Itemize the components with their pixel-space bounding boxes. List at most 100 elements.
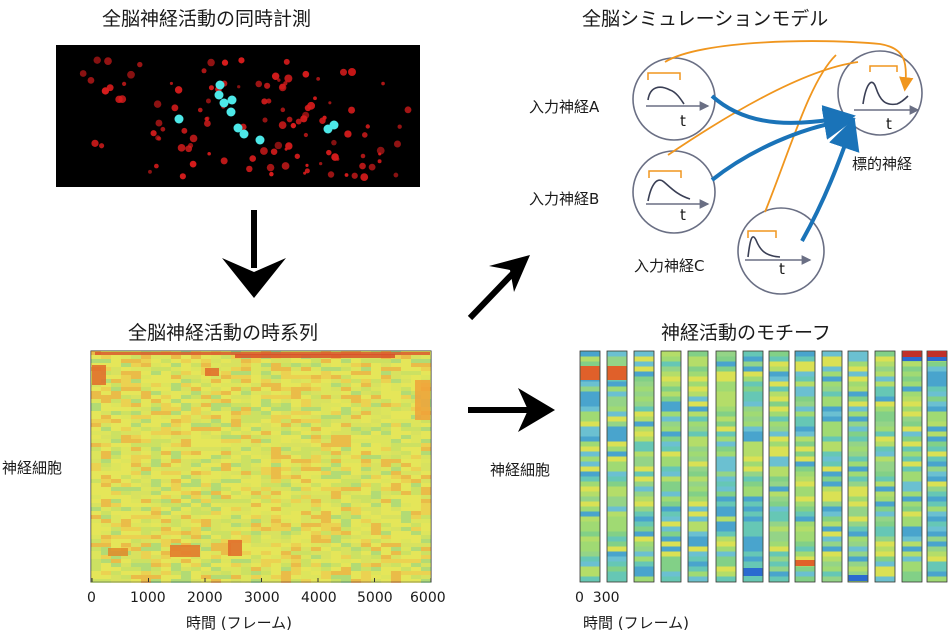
- heat-cell: [181, 463, 191, 467]
- heat-cell: [381, 539, 391, 543]
- motif-cell: [769, 441, 789, 447]
- heat-cell: [261, 527, 271, 531]
- motif-cell: [795, 461, 815, 467]
- motif-cell: [902, 431, 922, 437]
- motif-cell: [580, 536, 600, 542]
- heat-cell: [131, 487, 141, 491]
- heat-cell: [421, 375, 431, 379]
- heat-cell: [261, 539, 271, 543]
- heat-cell: [131, 423, 141, 427]
- heat-cell: [301, 511, 311, 515]
- heat-cell: [341, 511, 351, 515]
- neuron-dot: [290, 122, 297, 129]
- heat-cell: [131, 471, 141, 475]
- heat-cell: [371, 443, 381, 447]
- heat-cell: [361, 575, 371, 579]
- heat-cell: [161, 543, 171, 547]
- heat-cell: [271, 403, 281, 407]
- heat-cell: [91, 483, 101, 487]
- motif-cell: [661, 531, 681, 537]
- neuron-dot: [362, 132, 368, 138]
- heat-cell: [111, 491, 121, 495]
- heat-cell: [421, 431, 431, 435]
- motif-cell: [661, 506, 681, 512]
- motif-cell: [927, 441, 947, 447]
- heat-cell: [341, 387, 351, 391]
- motif-cell: [634, 576, 654, 582]
- heat-cell: [341, 491, 351, 495]
- heat-cell: [341, 447, 351, 451]
- heat-cell: [301, 555, 311, 559]
- heat-cell: [231, 423, 241, 427]
- motif-cell: [661, 566, 681, 572]
- heat-cell: [211, 407, 221, 411]
- heat-cell: [261, 391, 271, 395]
- motif-cell: [822, 556, 842, 562]
- heat-cell: [101, 551, 111, 555]
- heat-cell: [271, 427, 281, 431]
- heat-cell: [261, 499, 271, 503]
- motif-cell: [795, 551, 815, 557]
- heat-cell: [391, 507, 401, 511]
- motif-cell: [769, 401, 789, 407]
- heat-cell: [351, 407, 361, 411]
- motif-cell: [743, 471, 763, 477]
- motif-cell: [661, 396, 681, 402]
- motif-cell: [580, 476, 600, 482]
- motif-cell: [927, 486, 947, 492]
- heat-cell: [331, 451, 341, 455]
- heat-cell: [361, 551, 371, 555]
- heat-cell: [231, 479, 241, 483]
- heat-cell: [251, 463, 261, 467]
- motif-cell: [769, 406, 789, 412]
- heat-cell: [91, 519, 101, 523]
- motif-cell: [769, 396, 789, 402]
- heat-cell: [311, 419, 321, 423]
- heat-cell: [201, 443, 211, 447]
- motif-cell: [875, 426, 895, 432]
- heat-cell: [401, 443, 411, 447]
- motif-cell: [902, 451, 922, 457]
- heat-cell: [371, 475, 381, 479]
- motif-cell: [848, 481, 868, 487]
- heat-cell: [381, 467, 391, 471]
- heat-cell: [121, 495, 131, 499]
- heat-cell: [111, 447, 121, 451]
- heat-cell: [141, 559, 151, 563]
- motif-cell: [661, 366, 681, 372]
- heat-cell: [281, 567, 291, 571]
- neuron-dot: [316, 77, 321, 81]
- heat-cell: [101, 479, 111, 483]
- heat-cell: [241, 483, 251, 487]
- heat-cell: [151, 403, 161, 407]
- heat-cell: [361, 463, 371, 467]
- heat-cell: [121, 499, 131, 503]
- heat-cell: [221, 419, 231, 423]
- motif-cell: [902, 471, 922, 477]
- heat-cell: [281, 503, 291, 507]
- heat-cell: [171, 395, 181, 399]
- heat-cell: [261, 579, 271, 583]
- motif-cell: [688, 546, 708, 552]
- blue-connections: [710, 94, 860, 242]
- motif-cell: [661, 456, 681, 462]
- heat-cell: [111, 475, 121, 479]
- motif-cell: [769, 536, 789, 542]
- heat-cell: [241, 475, 251, 479]
- heat-cell: [161, 575, 171, 579]
- heat-cell: [261, 403, 271, 407]
- heat-cell: [301, 571, 311, 575]
- motif-cell: [875, 516, 895, 522]
- heat-cell: [301, 575, 311, 579]
- heat-cell: [111, 371, 121, 375]
- heat-cell: [351, 415, 361, 419]
- heat-cell: [381, 515, 391, 519]
- motif-cell: [688, 366, 708, 372]
- heat-cell: [151, 391, 161, 395]
- motif-cell: [927, 446, 947, 452]
- motif-cell: [661, 371, 681, 377]
- heat-cell: [401, 455, 411, 459]
- heat-cell: [141, 515, 151, 519]
- neuron-dot: [305, 163, 309, 167]
- motif-cell: [795, 511, 815, 517]
